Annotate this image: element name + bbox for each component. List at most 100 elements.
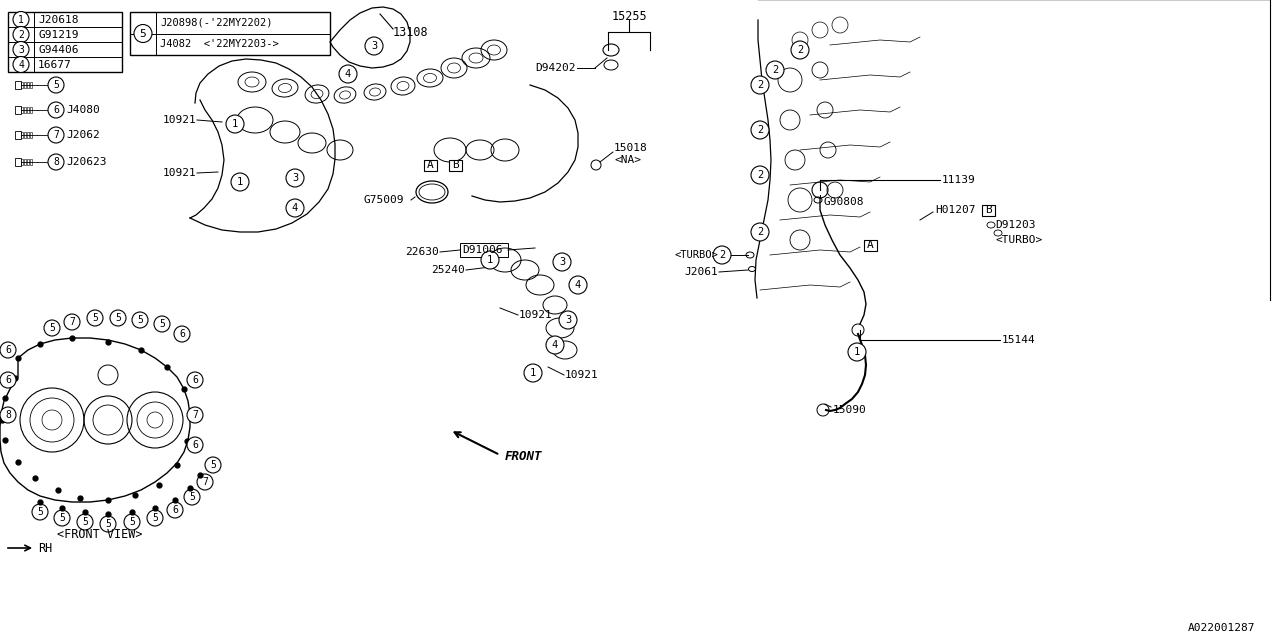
Text: 5: 5 bbox=[59, 513, 65, 523]
Text: 3: 3 bbox=[292, 173, 298, 183]
Circle shape bbox=[166, 502, 183, 518]
Bar bbox=[982, 205, 995, 216]
Circle shape bbox=[134, 24, 152, 42]
Circle shape bbox=[339, 65, 357, 83]
Circle shape bbox=[32, 504, 49, 520]
Bar bbox=[27, 82, 29, 88]
Text: 2: 2 bbox=[18, 29, 24, 40]
Text: 10921: 10921 bbox=[163, 115, 196, 125]
Bar bbox=[864, 239, 877, 250]
Text: 2: 2 bbox=[719, 250, 726, 260]
Text: 5: 5 bbox=[92, 313, 99, 323]
Circle shape bbox=[187, 372, 204, 388]
Circle shape bbox=[187, 437, 204, 453]
Bar bbox=[15, 131, 20, 139]
Circle shape bbox=[197, 474, 212, 490]
Circle shape bbox=[49, 102, 64, 118]
Text: 6: 6 bbox=[5, 345, 12, 355]
Text: 10921: 10921 bbox=[163, 168, 196, 178]
Bar bbox=[15, 81, 20, 89]
Text: 5: 5 bbox=[210, 460, 216, 470]
Circle shape bbox=[570, 276, 588, 294]
Text: 5: 5 bbox=[152, 513, 157, 523]
Text: 3: 3 bbox=[564, 315, 571, 325]
Text: 2: 2 bbox=[756, 125, 763, 135]
Circle shape bbox=[49, 154, 64, 170]
Circle shape bbox=[100, 516, 116, 532]
Text: <NA>: <NA> bbox=[614, 155, 641, 165]
Text: 5: 5 bbox=[105, 519, 111, 529]
Bar bbox=[27, 132, 29, 138]
Text: 2: 2 bbox=[772, 65, 778, 75]
Text: 5: 5 bbox=[49, 323, 55, 333]
Circle shape bbox=[13, 26, 29, 42]
Text: 25240: 25240 bbox=[431, 265, 465, 275]
Circle shape bbox=[87, 310, 102, 326]
Text: 6: 6 bbox=[179, 329, 184, 339]
Circle shape bbox=[64, 314, 81, 330]
Text: 6: 6 bbox=[5, 375, 12, 385]
Text: 4: 4 bbox=[18, 60, 24, 70]
Text: 3: 3 bbox=[559, 257, 566, 267]
Text: 4: 4 bbox=[344, 69, 351, 79]
Text: 3: 3 bbox=[18, 45, 24, 54]
Text: G94406: G94406 bbox=[38, 45, 78, 54]
Text: B: B bbox=[452, 160, 458, 170]
Bar bbox=[20, 82, 23, 88]
Text: D91006: D91006 bbox=[462, 245, 503, 255]
Bar bbox=[29, 132, 32, 138]
Circle shape bbox=[553, 253, 571, 271]
Text: RH: RH bbox=[38, 541, 52, 554]
Circle shape bbox=[791, 41, 809, 59]
Text: 6: 6 bbox=[172, 505, 178, 515]
Bar bbox=[29, 82, 32, 88]
Text: 2: 2 bbox=[756, 227, 763, 237]
Bar bbox=[424, 159, 436, 170]
Text: 8: 8 bbox=[52, 157, 59, 167]
Circle shape bbox=[49, 127, 64, 143]
Circle shape bbox=[751, 76, 769, 94]
Circle shape bbox=[154, 316, 170, 332]
Circle shape bbox=[0, 407, 17, 423]
Text: 15090: 15090 bbox=[833, 405, 867, 415]
Circle shape bbox=[124, 514, 140, 530]
Text: 7: 7 bbox=[69, 317, 76, 327]
Bar bbox=[448, 159, 462, 170]
Text: G75009: G75009 bbox=[364, 195, 403, 205]
Circle shape bbox=[44, 320, 60, 336]
Text: A: A bbox=[426, 160, 434, 170]
Text: J2062: J2062 bbox=[67, 130, 100, 140]
Text: 5: 5 bbox=[140, 29, 146, 38]
Text: <FRONT VIEW>: <FRONT VIEW> bbox=[58, 527, 143, 541]
Circle shape bbox=[751, 223, 769, 241]
Circle shape bbox=[524, 364, 541, 382]
Bar bbox=[15, 158, 20, 166]
Bar bbox=[460, 243, 508, 257]
Text: 8: 8 bbox=[5, 410, 12, 420]
Text: 5: 5 bbox=[52, 80, 59, 90]
Text: J20623: J20623 bbox=[67, 157, 106, 167]
Bar bbox=[20, 132, 23, 138]
Text: D91203: D91203 bbox=[995, 220, 1036, 230]
Text: G91219: G91219 bbox=[38, 29, 78, 40]
Circle shape bbox=[174, 326, 189, 342]
Text: 4: 4 bbox=[292, 203, 298, 213]
Text: 6: 6 bbox=[192, 440, 198, 450]
Text: 15144: 15144 bbox=[1002, 335, 1036, 345]
Bar bbox=[27, 159, 29, 165]
Text: J4080: J4080 bbox=[67, 105, 100, 115]
Text: FRONT: FRONT bbox=[506, 451, 543, 463]
Text: 6: 6 bbox=[192, 375, 198, 385]
Circle shape bbox=[751, 121, 769, 139]
Text: 1: 1 bbox=[232, 119, 238, 129]
Bar bbox=[8, 12, 122, 72]
Circle shape bbox=[285, 169, 305, 187]
Text: A: A bbox=[867, 240, 873, 250]
Circle shape bbox=[547, 336, 564, 354]
Circle shape bbox=[365, 37, 383, 55]
Bar bbox=[15, 106, 20, 114]
Circle shape bbox=[765, 61, 785, 79]
Circle shape bbox=[285, 199, 305, 217]
Bar bbox=[24, 159, 26, 165]
Circle shape bbox=[713, 246, 731, 264]
